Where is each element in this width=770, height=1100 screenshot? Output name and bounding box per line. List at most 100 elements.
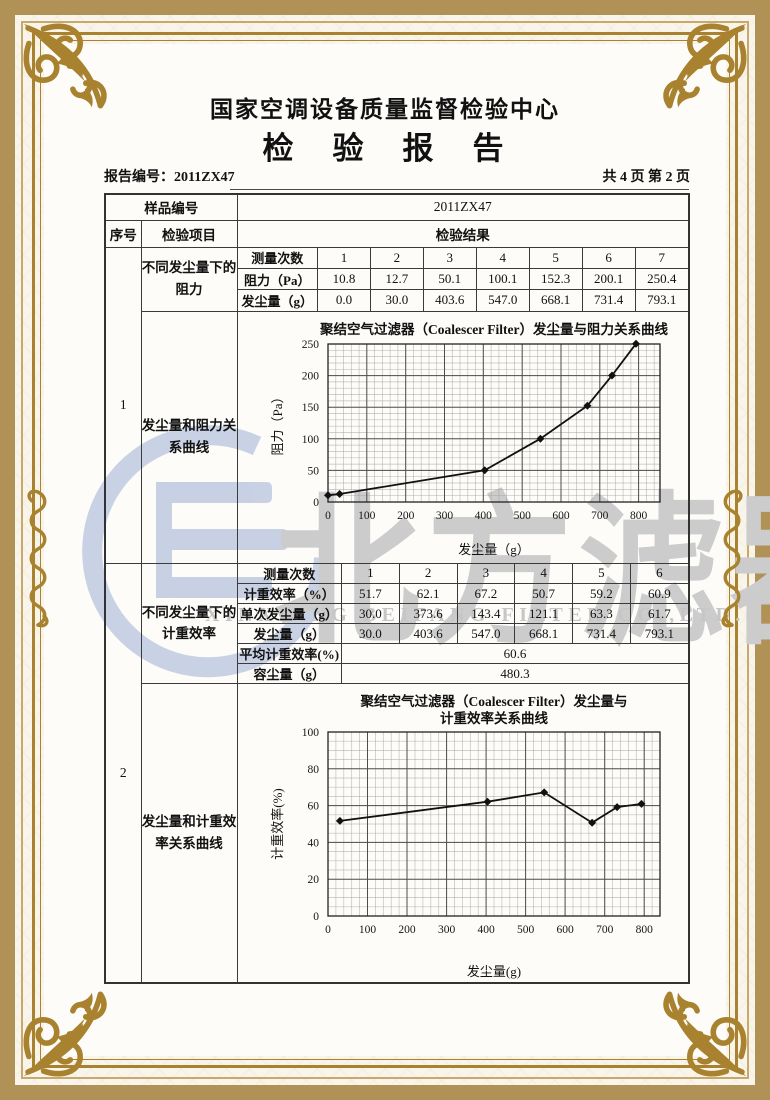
table-row: 测量次数 1 2 3 4 5 6 7 [237,247,689,269]
svg-text:计重效率关系曲线: 计重效率关系曲线 [440,710,548,726]
table-cell: 6 [581,247,636,269]
svg-text:100: 100 [302,433,320,445]
svg-text:300: 300 [436,510,454,522]
svg-text:80: 80 [307,764,319,776]
svg-text:200: 200 [397,510,415,522]
section1-chart-row: 发尘量和阻力关系曲线 0 100 200 300 400 500 600 700 800 0 50 1… [105,310,690,564]
svg-text:200: 200 [302,370,320,382]
scroll-edge-ornament-icon [25,482,51,642]
efficiency-chart: 0 100 200 300 400 500 600 700 800 0 20 40 60 80 100 聚结空… [238,684,689,982]
svg-text:计重效率(%): 计重效率(%) [270,788,285,860]
header-row: 序号 检验项目 检验结果 [104,219,690,248]
section1-item-label: 不同发尘量下的阻力 [140,246,238,312]
section2-seq: 2 [104,562,142,984]
section1-data-row: 1 不同发尘量下的阻力 测量次数 1 2 3 4 5 6 7 阻力（Pa） 10.8 12.7 50.… [104,246,690,564]
report-number: 报告编号：2011ZX47 [104,170,235,185]
svg-text:发尘量（g）: 发尘量（g） [458,542,530,557]
section2-data-row: 2 不同发尘量下的计重效率 测量次数 1 2 3 4 5 6 计重效率（%） 51.7 62.1 6… [104,562,690,984]
table-cell: 403.6 [398,623,458,644]
table-cell: 731.4 [572,623,631,644]
summary-row: 平均计重效率(%) 60.6 [237,643,689,664]
svg-text:聚结空气过滤器（Coalescer Filter）发尘量与: 聚结空气过滤器（Coalescer Filter）发尘量与 [359,693,627,709]
svg-text:阻力（Pa）: 阻力（Pa） [270,390,285,455]
svg-text:800: 800 [635,924,653,936]
table-cell: 30.0 [341,603,400,624]
table-cell: 67.2 [456,583,516,604]
table-cell: 3 [422,247,477,269]
sample-value: 2011ZX47 [236,193,690,221]
svg-text:100: 100 [358,510,376,522]
table-cell: 10.8 [317,268,371,290]
section2-item-label: 不同发尘量下的计重效率 [140,562,238,684]
section2-chart-row: 发尘量和计重效率关系曲线 0 100 200 300 400 500 600 700 800 0 2… [105,683,690,984]
scroll-edge-ornament-icon [719,482,745,642]
section1-chart-label: 发尘量和阻力关系曲线 [140,310,238,564]
svg-text:700: 700 [596,924,614,936]
table-cell: 200.1 [581,268,636,290]
floral-corner-ornament-icon [642,972,754,1084]
svg-text:600: 600 [556,924,574,936]
svg-text:聚结空气过滤器（Coalescer Filter）发尘量与阻: 聚结空气过滤器（Coalescer Filter）发尘量与阻力关系曲线 [319,321,669,337]
svg-text:0: 0 [313,911,319,923]
svg-text:100: 100 [359,924,377,936]
row-label: 发尘量（g） [237,623,342,644]
svg-text:600: 600 [552,510,570,522]
table-cell: 60.9 [629,583,689,604]
page-indicator: 共 4 页 第 2 页 [602,170,691,185]
table-cell: 4 [514,563,573,584]
svg-text:60: 60 [307,801,319,813]
summary-row: 容尘量（g） 480.3 [237,663,689,684]
center-name-title: 国家空调设备质量监督检验中心 [210,97,560,122]
svg-text:20: 20 [307,874,319,886]
summary-value: 480.3 [341,663,689,684]
table-cell: 50.7 [514,583,573,604]
table-cell: 50.1 [422,268,477,290]
table-cell: 0.0 [317,289,371,311]
svg-text:700: 700 [591,510,609,522]
inspection-table: 样品编号 2011ZX47 序号 检验项目 检验结果 1 不同发尘量下的阻力 测… [104,193,690,984]
section1-seq: 1 [104,246,142,564]
table-row: 阻力（Pa） 10.8 12.7 50.1 100.1 152.3 200.1 250.4 [237,268,689,290]
section2-chart-label: 发尘量和计重效率关系曲线 [140,683,238,984]
svg-text:0: 0 [313,497,319,509]
row-label: 测量次数 [237,563,342,584]
svg-text:发尘量(g): 发尘量(g) [467,964,521,979]
row-label: 单次发尘量（g） [237,603,342,624]
table-cell: 731.4 [581,289,636,311]
col-header-seq: 序号 [104,219,142,248]
chart-svg: 0 100 200 300 400 500 600 700 800 0 20 40 60 80 100 聚结空… [270,693,661,979]
summary-value: 60.6 [341,643,689,664]
row-label: 平均计重效率(%) [237,643,342,664]
table-cell: 793.1 [634,289,689,311]
table-cell: 5 [528,247,583,269]
report-title: 检 验 报 告 [262,131,508,166]
table-cell: 30.0 [341,623,400,644]
table-row: 测量次数 1 2 3 4 5 6 [237,563,689,584]
svg-text:400: 400 [474,510,492,522]
table-cell: 547.0 [456,623,516,644]
svg-text:300: 300 [438,924,456,936]
table-cell: 2 [369,247,424,269]
report-meta-row: 报告编号：2011ZX47 共 4 页 第 2 页 [104,166,690,186]
sample-row: 样品编号 2011ZX47 [104,193,690,221]
svg-text:500: 500 [517,924,535,936]
svg-text:0: 0 [325,510,331,522]
table-row: 单次发尘量（g） 30.0 373.6 143.4 121.1 63.3 61.7 [237,603,689,624]
table-cell: 2 [398,563,458,584]
table-cell: 143.4 [456,603,516,624]
table-cell: 547.0 [475,289,530,311]
table-cell: 152.3 [528,268,583,290]
col-header-item: 检验项目 [140,219,238,248]
svg-text:500: 500 [513,510,531,522]
svg-text:0: 0 [325,924,331,936]
table-cell: 4 [475,247,530,269]
table-cell: 63.3 [572,603,631,624]
table-row: 发尘量（g） 30.0 403.6 547.0 668.1 731.4 793.1 [237,623,689,644]
table-row: 计重效率（%） 51.7 62.1 67.2 50.7 59.2 60.9 [237,583,689,604]
svg-text:150: 150 [302,402,320,414]
efficiency-data-table: 测量次数 1 2 3 4 5 6 计重效率（%） 51.7 62.1 67.2 50.7 59.2 60.… [237,563,689,684]
table-row: 发尘量（g） 0.0 30.0 403.6 547.0 668.1 731.4 793.1 [237,289,689,311]
table-cell: 30.0 [369,289,424,311]
svg-text:40: 40 [307,837,319,849]
